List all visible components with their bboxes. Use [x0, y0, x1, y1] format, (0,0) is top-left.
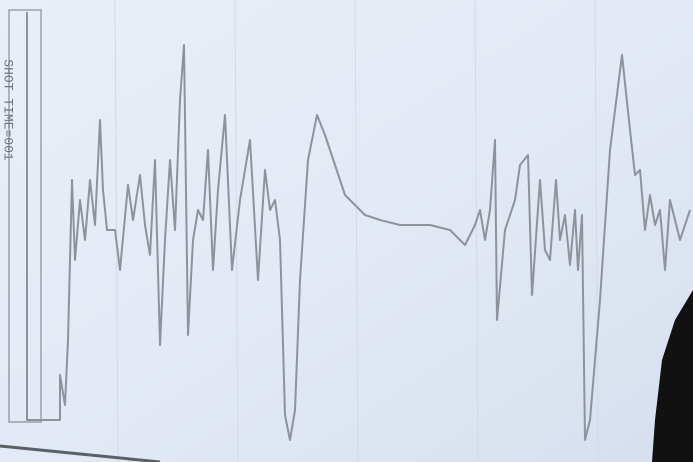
photo: SHOT TIME=001	[0, 0, 693, 462]
paper	[0, 0, 693, 462]
shot-label: SHOT TIME=001	[1, 59, 16, 161]
